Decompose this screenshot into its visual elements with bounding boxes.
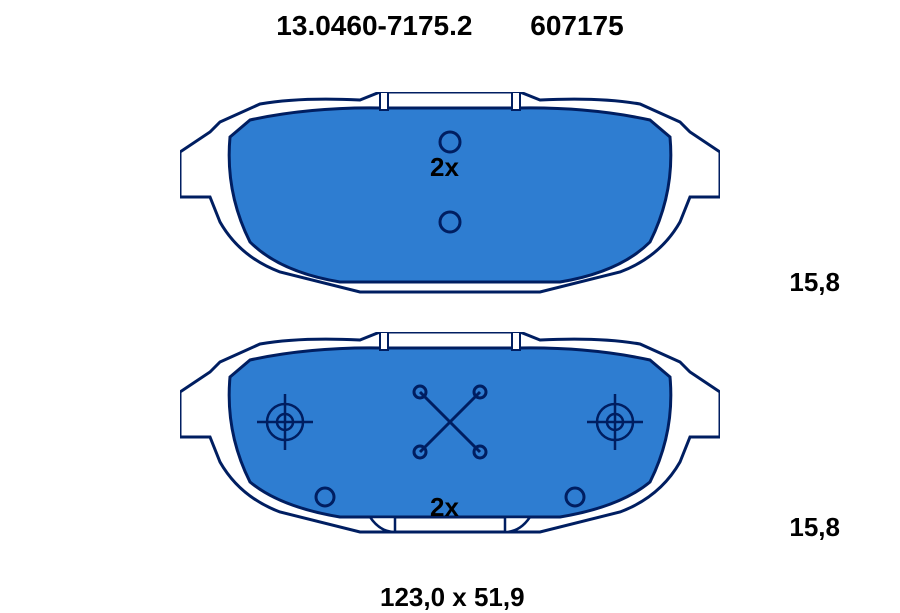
friction-material-top	[229, 108, 671, 282]
notch	[512, 332, 520, 350]
header: 13.0460-7175.2 607175	[0, 0, 900, 42]
thickness-bottom: 15,8	[789, 512, 840, 543]
notch	[380, 332, 388, 350]
thickness-top: 15,8	[789, 267, 840, 298]
brake-pad-top	[180, 92, 720, 302]
quantity-label-top: 2x	[430, 152, 459, 183]
product-code: 607175	[530, 10, 623, 41]
dimensions-label: 123,0 x 51,9	[380, 582, 525, 613]
notch	[380, 92, 388, 110]
diagram-area: 2x 15,8	[0, 42, 900, 582]
notch	[512, 92, 520, 110]
part-number: 13.0460-7175.2	[276, 10, 472, 41]
pad-top-svg	[180, 92, 720, 302]
quantity-label-bottom: 2x	[430, 492, 459, 523]
